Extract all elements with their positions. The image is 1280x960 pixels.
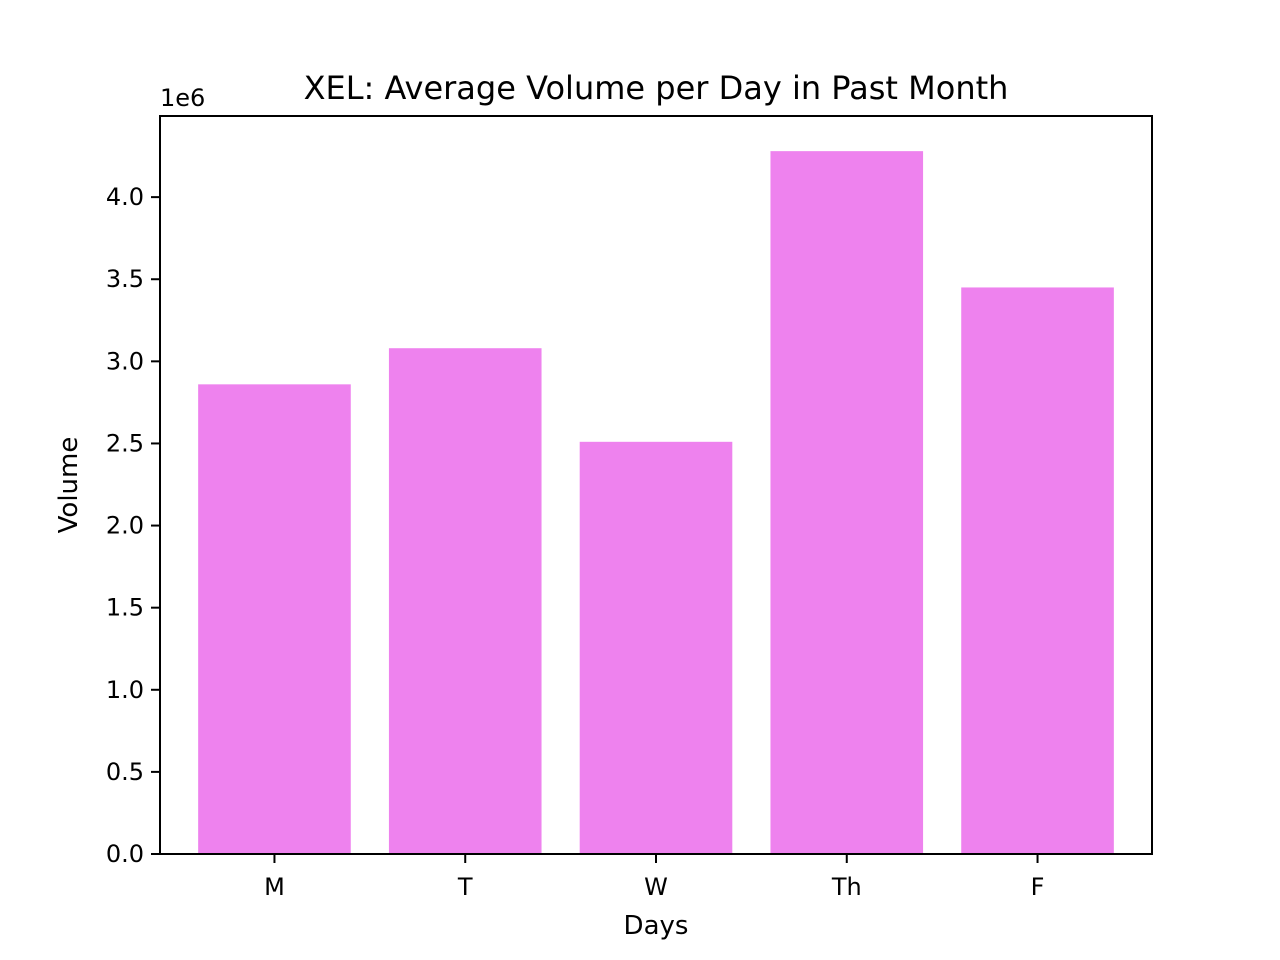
bars-group: [198, 151, 1114, 855]
y-tick-label: 1.0: [106, 676, 144, 704]
bar-m: [198, 384, 351, 854]
bar-f: [961, 287, 1114, 854]
y-tick-label: 0.0: [106, 840, 144, 868]
x-tick-label: T: [457, 873, 473, 901]
y-tick-label: 3.5: [106, 265, 144, 293]
x-tick-label: Th: [831, 873, 862, 901]
y-tick-label: 2.0: [106, 512, 144, 540]
x-axis-ticks: M T W Th F: [264, 854, 1044, 901]
chart-title: XEL: Average Volume per Day in Past Mont…: [304, 69, 1009, 107]
y-tick-label: 1.5: [106, 594, 144, 622]
y-axis-label: Volume: [54, 437, 84, 534]
y-tick-label: 0.5: [106, 758, 144, 786]
y-axis-ticks: 0.0 0.5 1.0 1.5 2.0 2.5 3.0 3.5 4.0: [106, 183, 160, 868]
y-tick-label: 2.5: [106, 429, 144, 457]
x-axis-label: Days: [624, 911, 689, 941]
x-tick-label: M: [264, 873, 285, 901]
y-axis-offset-label: 1e6: [160, 84, 205, 112]
plot-frame: [159, 115, 1153, 855]
x-tick-label: F: [1031, 873, 1045, 901]
y-tick-label: 4.0: [106, 183, 144, 211]
x-tick-label: W: [644, 873, 668, 901]
bar-t: [388, 348, 542, 854]
y-tick-label: 3.0: [106, 347, 144, 375]
bar-th: [770, 151, 924, 855]
bar-w: [579, 441, 733, 854]
